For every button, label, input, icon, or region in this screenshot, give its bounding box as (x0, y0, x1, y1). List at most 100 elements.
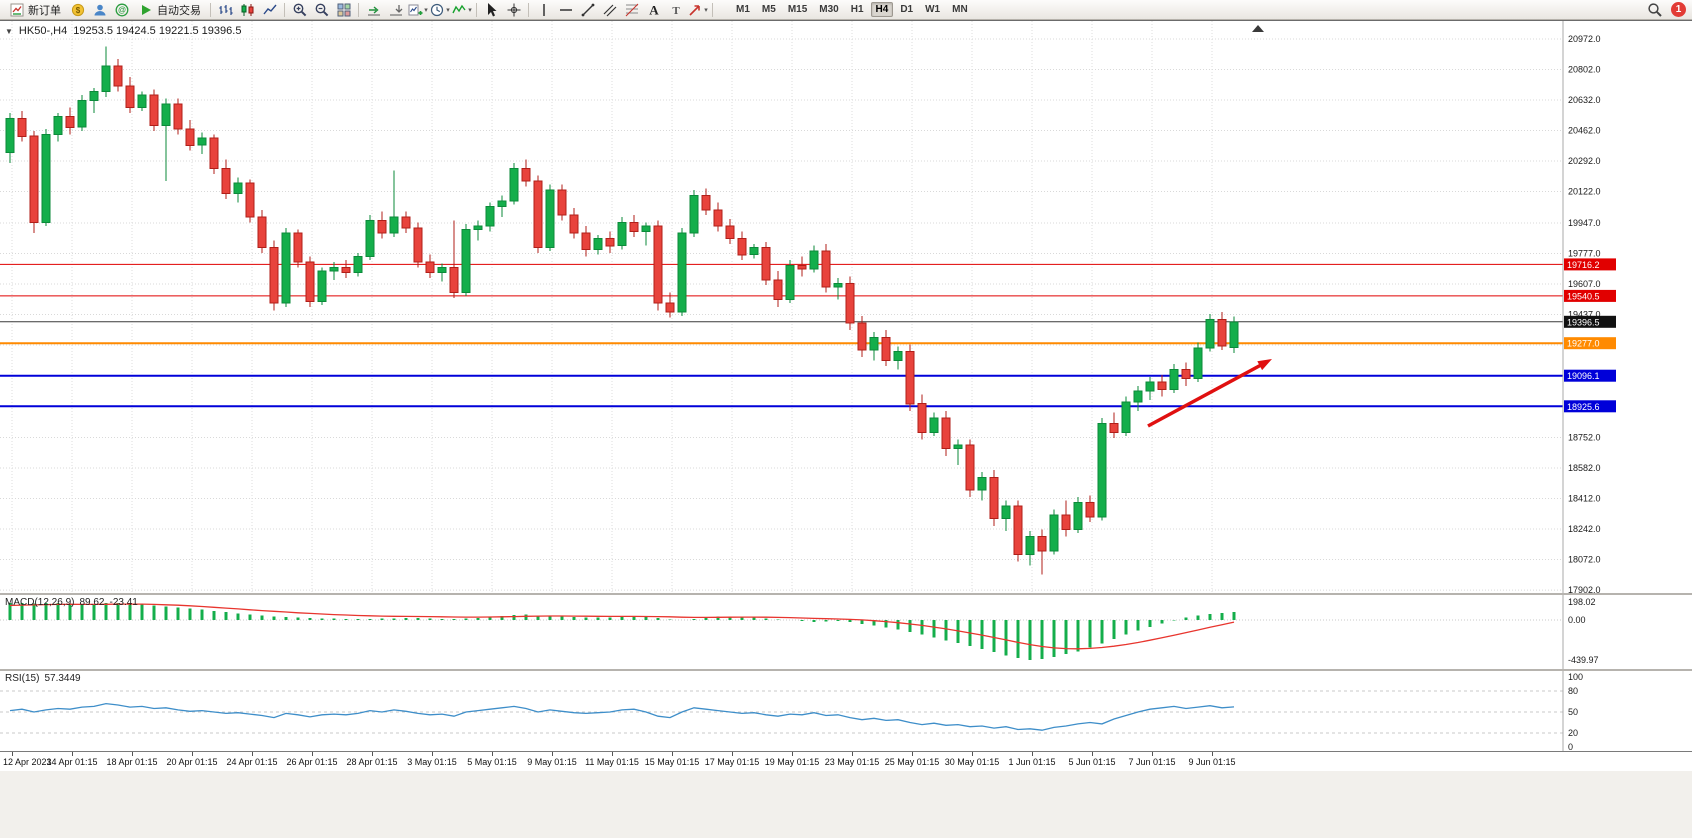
new-chart-icon[interactable]: ▾ (407, 1, 428, 19)
panel-splitter[interactable] (0, 669, 1692, 671)
time-tick (972, 752, 973, 756)
time-grid (11, 21, 1213, 594)
exchange-icon[interactable]: $ (67, 1, 88, 19)
horizontal-line-icon[interactable] (555, 1, 576, 19)
tile-windows-icon[interactable] (333, 1, 354, 19)
label-icon[interactable]: T (665, 1, 686, 19)
macd-panel[interactable]: 198.02 0.00 -439.97 MACD(12,26,9) 89.62 -2… (0, 595, 1692, 669)
time-axis-label: 7 Jun 01:15 (1128, 757, 1176, 767)
vertical-line-icon[interactable] (533, 1, 554, 19)
svg-text:18072.0: 18072.0 (1568, 555, 1601, 565)
svg-text:20462.0: 20462.0 (1568, 126, 1601, 136)
timeframe-m1-button[interactable]: M1 (736, 4, 750, 15)
chart-shift-icon (389, 4, 402, 15)
timeframe-m15-button[interactable]: M15 (787, 4, 808, 15)
new-order-button[interactable]: 新订单 (4, 1, 66, 19)
trend-arrow[interactable] (1147, 359, 1272, 428)
vertical-line-icon (542, 3, 545, 16)
svg-text:100: 100 (1568, 672, 1583, 682)
notification-badge[interactable]: 1 (1671, 2, 1686, 17)
timeframe-h1-button[interactable]: H1 (850, 4, 864, 15)
rsi-canvas[interactable]: 100 80 50 20 0 (0, 671, 1692, 751)
time-axis-label: 23 May 01:15 (824, 757, 880, 767)
svg-text:@: @ (118, 5, 126, 14)
channel-icon[interactable] (599, 1, 620, 19)
toolbar-separator (210, 2, 211, 17)
chart-shift-icon[interactable] (385, 1, 406, 19)
time-axis[interactable]: 12 Apr 2023 14 Apr 01:15 18 Apr 01:15 20 Ap… (0, 751, 1692, 771)
rsi-axis[interactable]: 100 80 50 20 0 (1568, 672, 1583, 751)
svg-text:19607.0: 19607.0 (1568, 279, 1601, 289)
zoom-in-icon[interactable] (289, 1, 310, 19)
fibonacci-icon[interactable] (621, 1, 642, 19)
search-icon[interactable] (1644, 1, 1665, 19)
panel-splitter[interactable] (0, 593, 1692, 595)
timeframe-m5-button[interactable]: M5 (761, 4, 776, 15)
label-icon: T (672, 5, 680, 17)
price-level-badges: 19716.2 19540.5 19396.5 19277.0 19096.1 18925… (1564, 258, 1616, 413)
crosshair-icon[interactable] (503, 1, 524, 19)
community-icon[interactable]: @ (111, 1, 132, 19)
main-chart-panel[interactable]: 20972.0 20802.0 20632.0 20462.0 20292.0 20122… (0, 20, 1692, 594)
rsi-panel[interactable]: 100 80 50 20 0 RSI(15) 57.3449 (0, 671, 1692, 751)
macd-axis[interactable]: 198.02 0.00 -439.97 (1568, 597, 1599, 665)
toolbar-buttons: 新订单 $ @ 自动交易 ▾ ▾ ▾ A T ▾ (4, 1, 716, 19)
time-axis-label: 3 May 01:15 (407, 757, 457, 767)
time-tick (1032, 752, 1033, 756)
chart-symbol-period: HK50-,H4 (18, 25, 68, 37)
autotrading-button[interactable]: 自动交易 (133, 1, 206, 19)
timeframe-m30-button[interactable]: M30 (819, 4, 839, 15)
svg-text:A: A (649, 2, 659, 17)
line-chart-icon[interactable] (259, 1, 280, 19)
time-tick (432, 752, 433, 756)
svg-text:17902.0: 17902.0 (1568, 585, 1601, 594)
candle-chart-icon[interactable] (237, 1, 258, 19)
time-axis-label: 12 Apr 2023 (3, 757, 52, 767)
time-axis-label: 9 Jun 01:15 (1188, 757, 1236, 767)
svg-text:19396.5: 19396.5 (1567, 317, 1600, 327)
cursor-icon (487, 2, 496, 16)
profiles-icon (431, 3, 444, 16)
chart-title: ▼ HK50-,H4 19253.5 19424.5 19221.5 19396… (5, 25, 241, 37)
svg-text:20632.0: 20632.0 (1568, 95, 1601, 105)
time-axis-label: 17 May 01:15 (704, 757, 760, 767)
timeframe-mn-button[interactable]: MN (952, 4, 968, 15)
svg-text:19716.2: 19716.2 (1567, 260, 1600, 270)
time-axis-label: 30 May 01:15 (944, 757, 1000, 767)
svg-text:20292.0: 20292.0 (1568, 156, 1601, 166)
trendline-icon[interactable] (577, 1, 598, 19)
text-icon[interactable]: A (643, 1, 664, 19)
chart-shift-marker[interactable] (1252, 25, 1264, 32)
zoom-out-icon[interactable] (311, 1, 332, 19)
timeframe-w1-button[interactable]: W1 (925, 4, 941, 15)
arrows-icon[interactable]: ▾ (687, 1, 708, 19)
svg-text:20972.0: 20972.0 (1568, 34, 1601, 44)
main-chart-canvas[interactable]: 20972.0 20802.0 20632.0 20462.0 20292.0 20122… (0, 21, 1692, 594)
time-tick (1152, 752, 1153, 756)
bar-chart-icon[interactable] (215, 1, 236, 19)
macd-canvas[interactable]: 198.02 0.00 -439.97 (0, 595, 1692, 669)
svg-text:20122.0: 20122.0 (1568, 187, 1601, 197)
time-tick (492, 752, 493, 756)
timeframe-d1-button[interactable]: D1 (900, 4, 914, 15)
support-icon (94, 4, 105, 15)
time-tick (552, 752, 553, 756)
price-axis[interactable]: 20972.0 20802.0 20632.0 20462.0 20292.0 20122… (1568, 34, 1601, 594)
timeframe-h4-button[interactable]: H4 (870, 2, 894, 17)
chart-window: 20972.0 20802.0 20632.0 20462.0 20292.0 20122… (0, 20, 1692, 838)
horizontal-line-icon (559, 8, 572, 11)
toolbar-separator (358, 2, 359, 17)
time-tick (372, 752, 373, 756)
time-tick (732, 752, 733, 756)
support-icon[interactable] (89, 1, 110, 19)
horizontal-level-lines[interactable] (0, 263, 1563, 408)
toolbar-right: 1 (1644, 1, 1688, 19)
profiles-icon[interactable]: ▾ (429, 1, 450, 19)
indicators-icon[interactable]: ▾ (451, 1, 472, 19)
cursor-icon[interactable] (481, 1, 502, 19)
auto-scroll-icon (367, 5, 380, 15)
autotrading-button-label: 自动交易 (157, 4, 201, 17)
auto-scroll-icon[interactable] (363, 1, 384, 19)
one-click-trading-toggle[interactable]: ▼ (5, 26, 13, 36)
